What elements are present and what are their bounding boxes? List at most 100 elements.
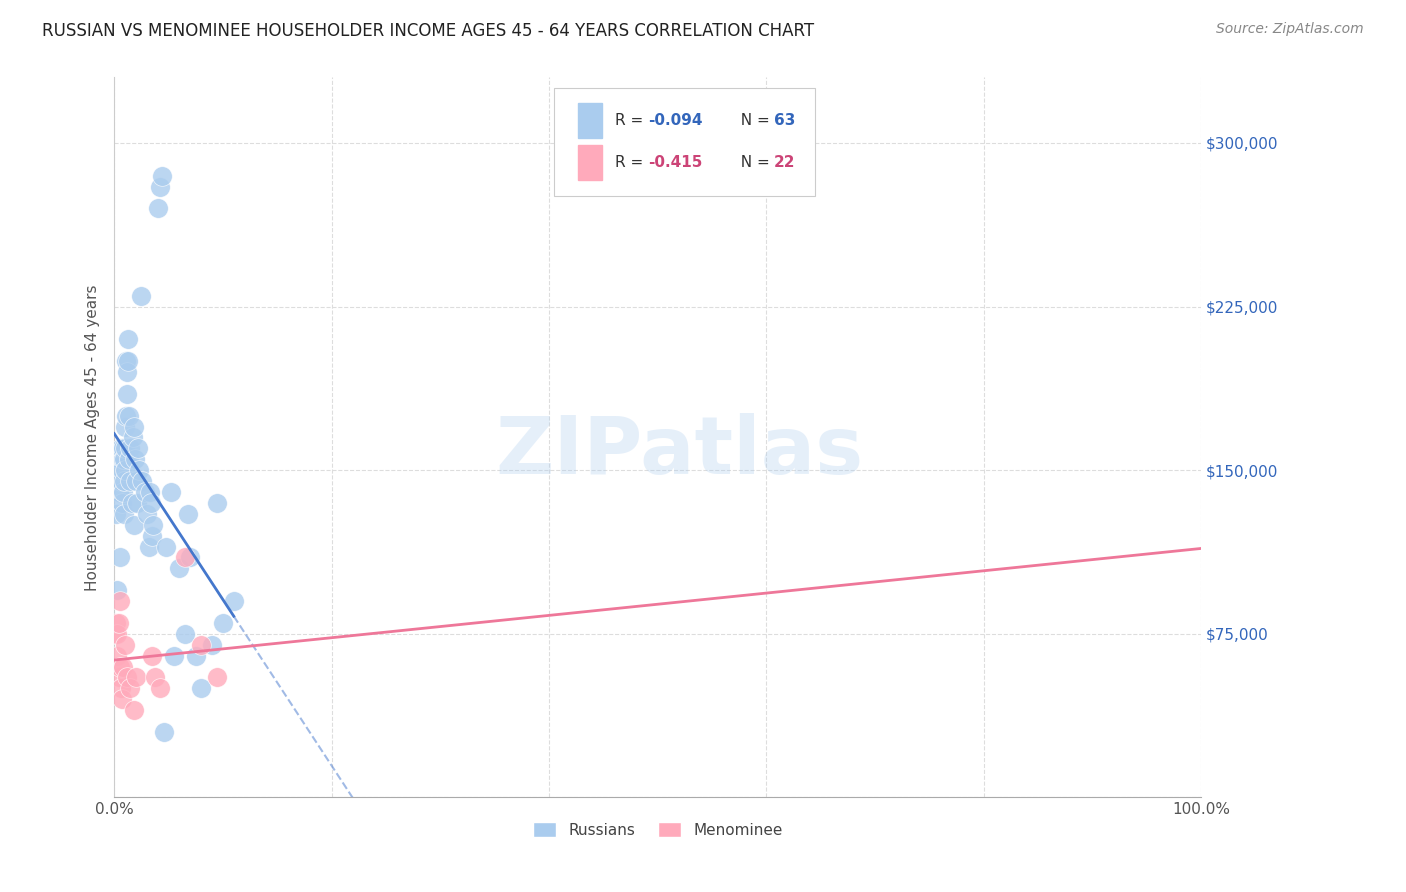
Point (153, 725, 176, 739)
Point (114, 463, 136, 477)
Point (146, 202, 169, 216)
Point (114, 638, 136, 652)
Point (141, 648, 163, 663)
Point (122, 703, 145, 717)
Point (115, 354, 138, 368)
Legend: Russians, Menominee: Russians, Menominee (527, 815, 789, 844)
Point (122, 517, 145, 532)
Point (107, 627, 129, 641)
Point (141, 496, 163, 510)
Text: ZIPatlas: ZIPatlas (495, 413, 863, 491)
Text: R =: R = (616, 155, 648, 169)
Point (190, 638, 212, 652)
Point (114, 442, 136, 456)
Point (107, 583, 129, 598)
Point (111, 442, 134, 456)
Point (112, 474, 135, 488)
Point (207, 496, 229, 510)
Point (111, 452, 134, 467)
Point (111, 496, 134, 510)
FancyBboxPatch shape (554, 88, 815, 196)
Point (107, 615, 129, 630)
Point (114, 419, 136, 434)
Point (134, 485, 156, 500)
Point (104, 627, 127, 641)
Point (108, 452, 131, 467)
Point (121, 496, 143, 510)
Point (212, 615, 235, 630)
Point (110, 681, 132, 696)
Point (120, 681, 142, 696)
Point (115, 670, 138, 684)
Point (120, 474, 142, 488)
Point (173, 550, 195, 565)
Point (131, 474, 153, 488)
Y-axis label: Householder Income Ages 45 - 64 years: Householder Income Ages 45 - 64 years (86, 285, 100, 591)
Point (111, 692, 134, 706)
Point (118, 409, 141, 423)
Text: 22: 22 (773, 155, 796, 169)
Point (155, 540, 177, 554)
Point (112, 452, 135, 467)
Text: 63: 63 (773, 112, 796, 128)
Point (112, 507, 135, 521)
Point (111, 659, 134, 673)
Point (128, 463, 150, 477)
Point (177, 507, 200, 521)
Point (150, 169, 173, 183)
Point (108, 659, 131, 673)
Point (149, 179, 172, 194)
Point (111, 485, 134, 500)
Point (108, 594, 131, 608)
Point (149, 681, 172, 696)
Point (105, 615, 128, 630)
Point (190, 681, 212, 696)
Point (115, 365, 138, 379)
Point (117, 354, 139, 368)
Point (207, 670, 229, 684)
Point (107, 485, 129, 500)
Point (135, 507, 157, 521)
Point (184, 648, 207, 663)
Text: N =: N = (731, 112, 775, 128)
Point (159, 485, 181, 500)
Text: N =: N = (731, 155, 775, 169)
Point (108, 550, 131, 565)
Point (125, 496, 148, 510)
FancyBboxPatch shape (578, 145, 602, 179)
Point (145, 670, 167, 684)
Point (169, 561, 191, 575)
Point (163, 648, 186, 663)
Text: -0.415: -0.415 (648, 155, 702, 169)
Point (110, 442, 132, 456)
Point (127, 442, 149, 456)
Point (125, 474, 148, 488)
Text: -0.094: -0.094 (648, 112, 703, 128)
Point (118, 452, 141, 467)
Point (115, 409, 138, 423)
Point (110, 474, 132, 488)
Point (120, 442, 142, 456)
Point (141, 528, 163, 542)
Point (201, 638, 224, 652)
Point (173, 627, 195, 641)
Point (124, 452, 146, 467)
Text: RUSSIAN VS MENOMINEE HOUSEHOLDER INCOME AGES 45 - 64 YEARS CORRELATION CHART: RUSSIAN VS MENOMINEE HOUSEHOLDER INCOME … (42, 22, 814, 40)
Point (115, 386, 138, 401)
Point (222, 594, 245, 608)
Text: R =: R = (616, 112, 648, 128)
Point (105, 507, 128, 521)
FancyBboxPatch shape (578, 103, 602, 137)
Text: Source: ZipAtlas.com: Source: ZipAtlas.com (1216, 22, 1364, 37)
Point (121, 430, 143, 444)
Point (117, 332, 139, 346)
Point (111, 463, 134, 477)
Point (142, 517, 165, 532)
Point (139, 485, 162, 500)
Point (107, 648, 129, 663)
Point (125, 670, 148, 684)
Point (179, 550, 201, 565)
Point (138, 540, 160, 554)
Point (122, 419, 145, 434)
Point (131, 288, 153, 302)
